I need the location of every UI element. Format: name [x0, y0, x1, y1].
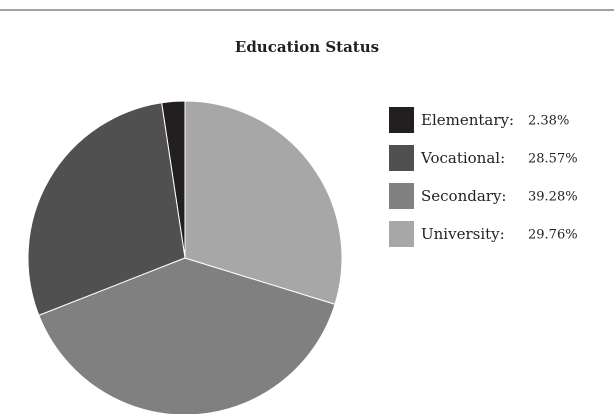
- pie-slice: [27, 102, 186, 317]
- value-label: 39.28%: [528, 190, 578, 205]
- legend-swatch: [389, 145, 414, 171]
- value-label: 2.38%: [528, 114, 569, 129]
- legend-swatch: [389, 183, 414, 209]
- value-label: 29.76%: [528, 228, 578, 243]
- legend-label: University:: [421, 225, 505, 243]
- legend-label: Elementary:: [421, 111, 514, 129]
- legend-swatch: [389, 221, 414, 247]
- value-label: 28.57%: [528, 152, 578, 167]
- pie-slice: [38, 257, 336, 414]
- chart-title: Education Status: [235, 38, 379, 56]
- pie-slice: [184, 100, 343, 305]
- legend-swatch: [389, 107, 414, 133]
- legend-label: Secondary:: [421, 187, 507, 205]
- legend-label: Vocational:: [420, 149, 505, 167]
